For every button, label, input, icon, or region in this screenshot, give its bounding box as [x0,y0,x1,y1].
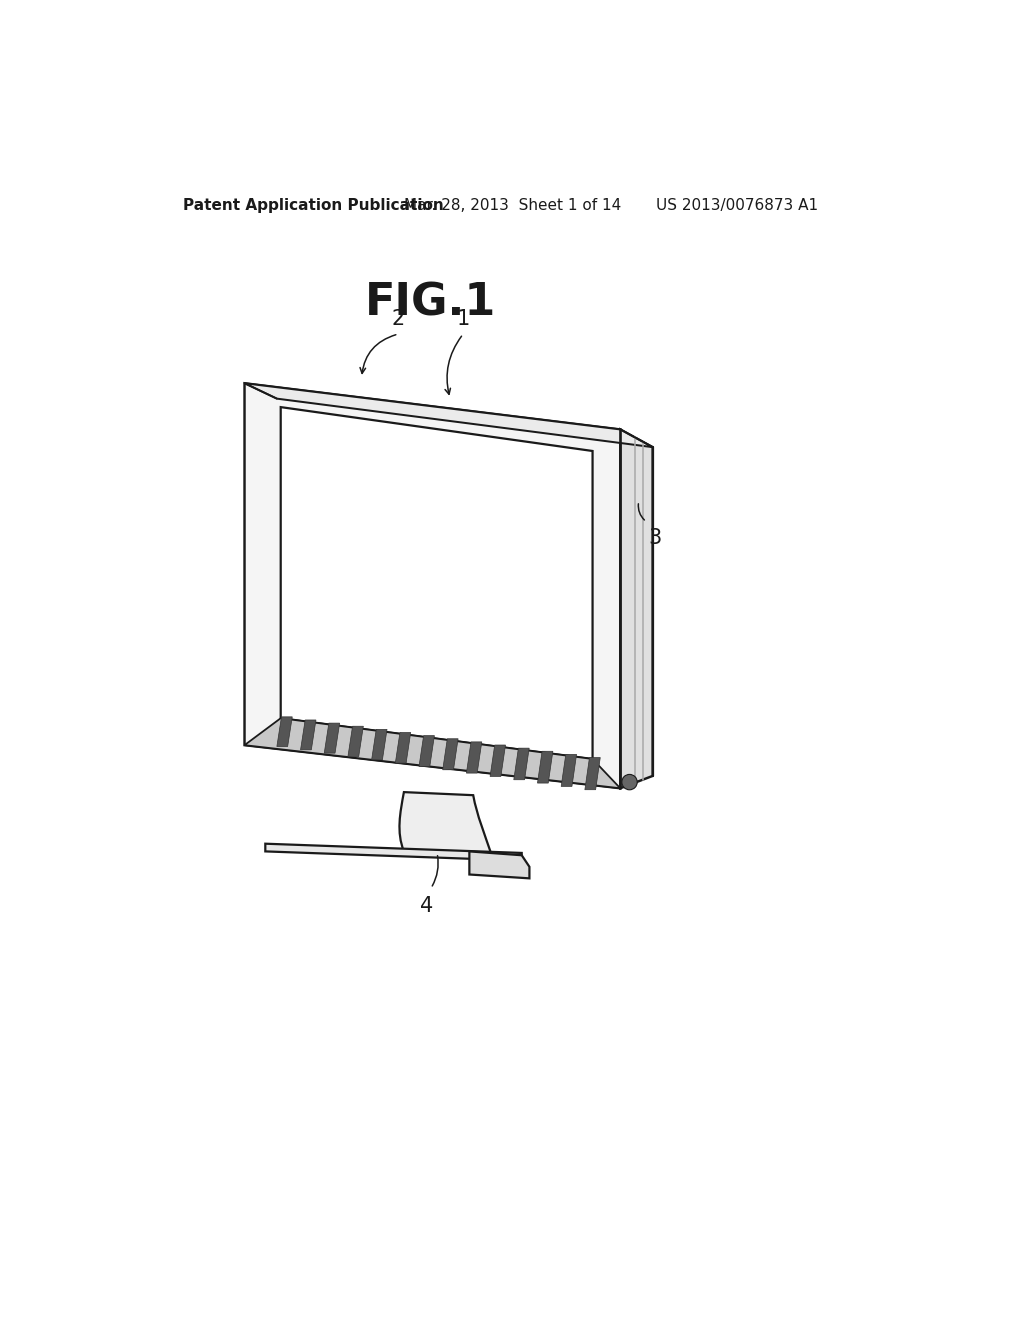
Polygon shape [372,730,387,760]
Polygon shape [265,843,521,861]
Polygon shape [442,739,458,770]
Polygon shape [469,851,529,878]
Text: 1: 1 [457,309,470,330]
Polygon shape [348,726,364,756]
Text: Mar. 28, 2013  Sheet 1 of 14: Mar. 28, 2013 Sheet 1 of 14 [403,198,622,214]
Polygon shape [585,758,600,789]
Polygon shape [621,429,652,788]
Text: FIG.1: FIG.1 [366,281,497,325]
Polygon shape [245,383,652,447]
Polygon shape [466,742,482,774]
Polygon shape [245,718,621,788]
Polygon shape [276,717,292,747]
Text: 3: 3 [648,528,662,548]
Polygon shape [301,719,316,750]
Polygon shape [490,744,506,776]
PathPatch shape [399,792,490,853]
Polygon shape [281,407,593,759]
Text: 2: 2 [392,309,406,330]
Polygon shape [538,751,553,783]
Text: US 2013/0076873 A1: US 2013/0076873 A1 [655,198,818,214]
Polygon shape [325,723,340,754]
Circle shape [622,775,637,789]
Polygon shape [514,748,529,780]
Polygon shape [245,383,621,788]
Polygon shape [561,755,577,787]
Text: 4: 4 [420,896,433,916]
Text: Patent Application Publication: Patent Application Publication [183,198,443,214]
Polygon shape [395,733,411,763]
Polygon shape [419,735,434,767]
